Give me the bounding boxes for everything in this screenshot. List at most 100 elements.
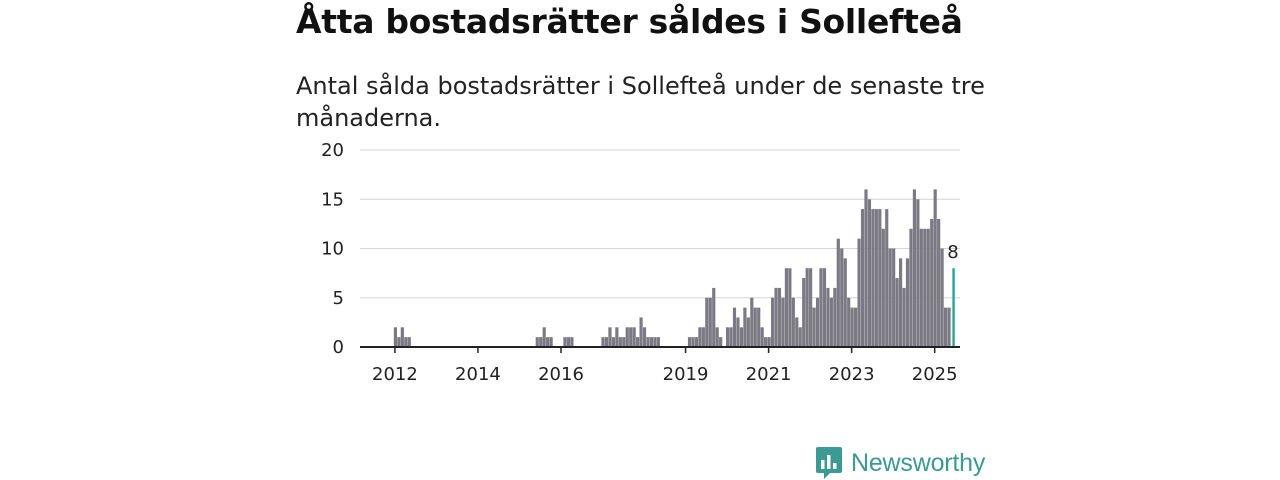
x-axis: 2012 2014 2016 2019 2021 2023 2025: [360, 346, 960, 385]
bar: [874, 209, 878, 347]
bar: [937, 218, 941, 347]
bar: [760, 327, 764, 347]
bar: [843, 258, 847, 347]
bar: [535, 337, 539, 347]
bar: [736, 317, 740, 347]
bar: [705, 297, 709, 347]
bar: [784, 268, 788, 347]
newsworthy-logo-text: Newsworthy: [851, 448, 986, 477]
bar: [404, 337, 408, 347]
bar: [930, 218, 934, 347]
bar: [570, 337, 574, 347]
bar: [881, 228, 885, 347]
bar: [812, 307, 816, 347]
bar: [798, 327, 802, 347]
y-tick-label: 10: [321, 239, 344, 260]
bar: [646, 337, 650, 347]
y-tick-label: 20: [321, 140, 344, 161]
x-tick-label: 2016: [538, 364, 584, 385]
bar: [753, 307, 757, 347]
bar: [636, 337, 640, 347]
bar: [701, 327, 705, 347]
bar: [656, 337, 660, 347]
chart-title: Åtta bostadsrätter såldes i Sollefteå: [296, 2, 963, 41]
bar: [539, 337, 543, 347]
bar: [642, 327, 647, 347]
x-tick-label: 2025: [912, 364, 958, 385]
bar: [629, 327, 633, 347]
bar: [815, 297, 820, 347]
bar: [802, 278, 806, 347]
bar: [916, 199, 920, 347]
bar: [819, 268, 823, 347]
x-tick-label: 2023: [829, 364, 875, 385]
x-tick-label: 2014: [455, 364, 501, 385]
bar: [854, 307, 858, 347]
highlight-bar: [952, 268, 955, 347]
bar: [791, 297, 795, 347]
bar: [885, 209, 889, 347]
bar: [393, 327, 398, 347]
bar: [836, 238, 840, 347]
bar: [833, 287, 837, 347]
bar: [732, 307, 737, 347]
bar: [905, 258, 910, 347]
annotations: 8: [947, 242, 958, 263]
bar: [822, 268, 827, 347]
bar: [549, 337, 553, 347]
bar: [546, 337, 550, 347]
bar: [860, 209, 865, 347]
bar: [649, 337, 654, 347]
chart-subtitle: Antal sålda bostadsrätter i Sollefteå un…: [296, 72, 985, 132]
bar: [864, 189, 868, 347]
bar: [563, 337, 567, 347]
bar: [795, 317, 799, 347]
bar: [909, 228, 913, 347]
y-tick-label: 15: [321, 189, 344, 210]
bar: [898, 258, 903, 347]
bar: [625, 327, 629, 347]
bar: [926, 228, 930, 347]
bar: [912, 189, 917, 347]
bar: [729, 327, 733, 347]
newsworthy-logo-icon: [816, 447, 842, 479]
bar: [809, 268, 813, 347]
bar: [850, 307, 854, 347]
bar: [902, 287, 906, 347]
bars: [393, 189, 955, 347]
bar: [739, 327, 744, 347]
bar: [719, 337, 723, 347]
bar: [566, 337, 571, 347]
bar: [757, 307, 761, 347]
bar: [770, 297, 775, 347]
bar: [888, 248, 892, 347]
bar: [743, 307, 747, 347]
bar: [940, 248, 944, 347]
bar: [767, 337, 771, 347]
y-tick-label: 5: [333, 288, 344, 309]
bar: [615, 327, 619, 347]
bar: [867, 199, 872, 347]
bar: [542, 327, 546, 347]
bar: [788, 268, 792, 347]
bar: [777, 287, 782, 347]
x-tick-label: 2019: [663, 364, 709, 385]
bar: [805, 268, 809, 347]
bar: [892, 248, 896, 347]
bar: [847, 297, 851, 347]
bar: [407, 337, 411, 347]
bar: [687, 337, 692, 347]
bar: [933, 189, 937, 347]
bar: [871, 209, 875, 347]
bar: [397, 337, 401, 347]
bar: [774, 287, 778, 347]
bar: [708, 297, 712, 347]
bar: [715, 327, 719, 347]
bar: [725, 327, 730, 347]
bar: [698, 327, 702, 347]
bar: [691, 337, 695, 347]
bar: [919, 228, 923, 347]
newsworthy-logo[interactable]: Newsworthy: [815, 446, 985, 480]
bar: [895, 278, 899, 347]
